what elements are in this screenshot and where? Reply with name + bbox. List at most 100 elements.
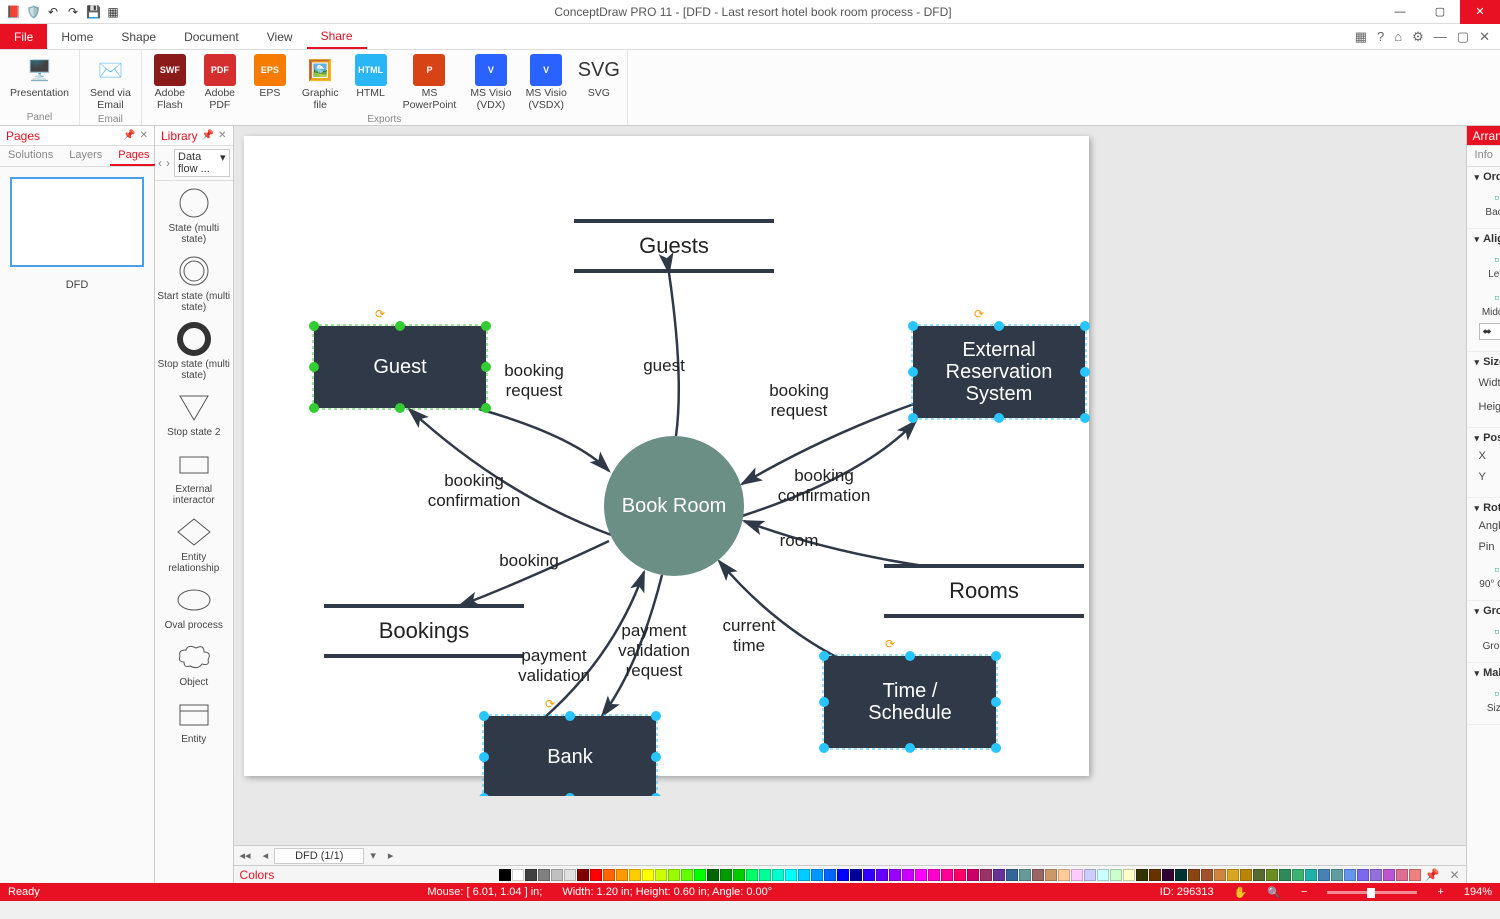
color-swatch[interactable]	[564, 869, 576, 881]
tab-shape[interactable]: Shape	[107, 24, 170, 49]
ribbon-button[interactable]: VMS Visio (VDX)	[464, 52, 517, 113]
tab-nav-first[interactable]: ◂◂	[234, 849, 257, 862]
subtab-pages[interactable]: Pages	[110, 146, 157, 166]
mdi-restore-icon[interactable]: ▢	[1457, 29, 1469, 45]
color-swatch[interactable]	[551, 869, 563, 881]
color-swatch[interactable]	[1357, 869, 1369, 881]
color-swatch[interactable]	[746, 869, 758, 881]
color-swatch[interactable]	[577, 869, 589, 881]
library-item[interactable]: Entity	[155, 692, 233, 749]
color-swatch[interactable]	[1188, 869, 1200, 881]
color-swatch[interactable]	[798, 869, 810, 881]
color-swatch[interactable]	[1344, 869, 1356, 881]
subtab-info[interactable]: Info	[1467, 146, 1500, 166]
hand-icon[interactable]: ✋	[1234, 886, 1248, 899]
color-swatch[interactable]	[1396, 869, 1408, 881]
color-swatch[interactable]	[642, 869, 654, 881]
grid-icon[interactable]: ▦	[106, 5, 120, 19]
tool-button[interactable]: ▫Back	[1479, 188, 1500, 218]
color-swatch[interactable]	[629, 869, 641, 881]
color-swatch[interactable]	[1331, 869, 1343, 881]
color-swatch[interactable]	[1305, 869, 1317, 881]
color-swatch[interactable]	[1253, 869, 1265, 881]
ribbon-button[interactable]: SWFAdobe Flash	[146, 52, 194, 113]
color-swatch[interactable]	[837, 869, 849, 881]
color-swatch[interactable]	[850, 869, 862, 881]
tool-button[interactable]: ▫Size	[1479, 684, 1500, 714]
color-swatch[interactable]	[915, 869, 927, 881]
color-swatch[interactable]	[1175, 869, 1187, 881]
library-dropdown[interactable]: Data flow ...▾	[174, 149, 230, 177]
horizontal-combo[interactable]: ⬌ Horizontal▾	[1479, 323, 1500, 340]
tab-home[interactable]: Home	[47, 24, 107, 49]
library-item[interactable]: External interactor	[155, 442, 233, 510]
tool-button[interactable]: ▫90° CW	[1479, 560, 1500, 590]
color-swatch[interactable]	[681, 869, 693, 881]
library-item[interactable]: State (multi state)	[155, 181, 233, 249]
color-swatch[interactable]	[928, 869, 940, 881]
color-swatch[interactable]	[1149, 869, 1161, 881]
section-header-size[interactable]: Size	[1475, 356, 1500, 368]
color-swatch[interactable]	[668, 869, 680, 881]
color-swatch[interactable]	[1240, 869, 1252, 881]
color-swatch[interactable]	[1084, 869, 1096, 881]
home-icon[interactable]: ⌂	[1394, 29, 1402, 44]
section-header-rotate[interactable]: Rotate and Flip	[1475, 502, 1500, 514]
page-thumbnail[interactable]	[10, 177, 144, 267]
color-swatch[interactable]	[655, 869, 667, 881]
color-swatch[interactable]	[616, 869, 628, 881]
tab-document[interactable]: Document	[170, 24, 253, 49]
color-swatch[interactable]	[902, 869, 914, 881]
ribbon-button[interactable]: 🖥️Presentation	[4, 52, 75, 111]
canvas-viewport[interactable]: GuestsBookingsRoomsbookingrequestguestbo…	[234, 126, 1466, 845]
tool-button[interactable]: ▫Group	[1479, 622, 1500, 652]
color-swatch[interactable]	[863, 869, 875, 881]
color-swatch[interactable]	[993, 869, 1005, 881]
color-swatch[interactable]	[954, 869, 966, 881]
color-swatch[interactable]	[1227, 869, 1239, 881]
section-header-align[interactable]: Align and Distribute	[1475, 233, 1500, 245]
color-swatch[interactable]	[720, 869, 732, 881]
minimize-button[interactable]: —	[1380, 0, 1420, 24]
color-swatch[interactable]	[1032, 869, 1044, 881]
library-item[interactable]: Stop state 2	[155, 385, 233, 442]
color-swatch[interactable]	[1045, 869, 1057, 881]
color-swatch[interactable]	[1110, 869, 1122, 881]
color-swatch[interactable]	[1162, 869, 1174, 881]
library-item[interactable]: Stop state (multi state)	[155, 317, 233, 385]
color-swatch[interactable]	[759, 869, 771, 881]
close-icon[interactable]: ✕	[1443, 868, 1465, 882]
section-header-group[interactable]: Group and Ungroup	[1475, 605, 1500, 617]
drawing-page[interactable]: GuestsBookingsRoomsbookingrequestguestbo…	[244, 136, 1089, 776]
color-swatch[interactable]	[1318, 869, 1330, 881]
color-swatch[interactable]	[707, 869, 719, 881]
color-swatch[interactable]	[590, 869, 602, 881]
color-swatch[interactable]	[1292, 869, 1304, 881]
ribbon-button[interactable]: 🖼️Graphic file	[296, 52, 345, 113]
color-swatch[interactable]	[1370, 869, 1382, 881]
color-swatch[interactable]	[811, 869, 823, 881]
section-header-make[interactable]: Make Same	[1475, 667, 1500, 679]
qat-icon[interactable]: 📕	[6, 5, 20, 19]
ribbon-button[interactable]: VMS Visio (VSDX)	[520, 52, 573, 113]
tab-view[interactable]: View	[253, 24, 307, 49]
back-icon[interactable]: ‹	[158, 156, 162, 170]
color-swatch[interactable]	[889, 869, 901, 881]
color-swatch[interactable]	[1123, 869, 1135, 881]
color-swatch[interactable]	[1006, 869, 1018, 881]
color-swatch[interactable]	[603, 869, 615, 881]
zoom-out-icon[interactable]: −	[1301, 886, 1307, 898]
section-header-position[interactable]: Position	[1475, 432, 1500, 444]
ribbon-button[interactable]: ✉️Send via Email	[84, 52, 137, 113]
tab-file[interactable]: File	[0, 24, 47, 49]
ribbon-button[interactable]: EPSEPS	[246, 52, 294, 113]
color-swatch[interactable]	[525, 869, 537, 881]
tool-button[interactable]: ▫Left	[1479, 250, 1500, 280]
pin-icon[interactable]: 📌	[123, 130, 135, 141]
library-item[interactable]: Start state (multi state)	[155, 249, 233, 317]
pin-icon[interactable]: 📌	[1421, 868, 1444, 882]
redo-icon[interactable]: ↷	[66, 5, 80, 19]
color-swatch[interactable]	[1266, 869, 1278, 881]
forward-icon[interactable]: ›	[166, 156, 170, 170]
color-swatch[interactable]	[941, 869, 953, 881]
